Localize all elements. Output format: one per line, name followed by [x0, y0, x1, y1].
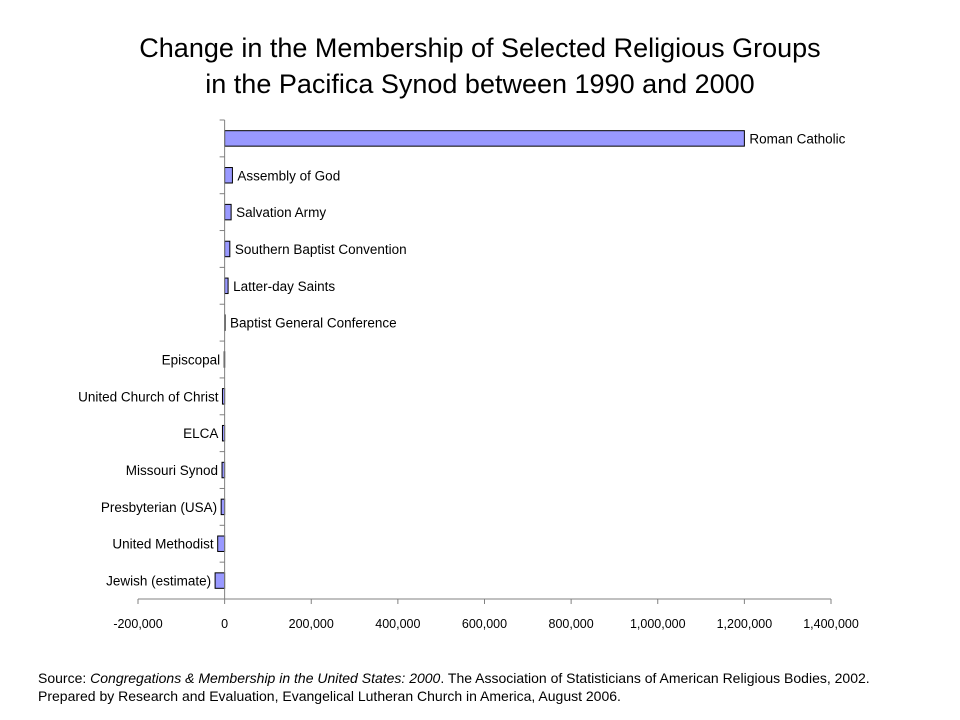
chart-title-line-2: in the Pacifica Synod between 1990 and 2… [205, 69, 755, 99]
bar [224, 203, 232, 221]
bar-label: United Church of Christ [78, 389, 219, 404]
source-prefix: Source: [38, 670, 91, 686]
bar [214, 572, 226, 589]
x-tick-label: 1,400,000 [803, 617, 859, 631]
x-tick-label: 200,000 [289, 617, 334, 631]
x-tick-label: 1,200,000 [717, 617, 773, 631]
source-title: Congregations & Membership in the United… [90, 670, 441, 686]
bar [220, 498, 226, 516]
bar [224, 277, 229, 295]
bar-label: Baptist General Conference [230, 316, 397, 331]
bar [224, 130, 745, 147]
bar-label: Roman Catholic [749, 131, 845, 146]
x-tick-label: 800,000 [549, 617, 594, 631]
chart-title: Change in the Membership of Selected Rel… [0, 30, 960, 102]
bar-chart: Roman Catholic Assembly of God Salvation A… [78, 119, 859, 631]
x-tick-label: 0 [221, 617, 228, 631]
bar [224, 240, 231, 258]
source-note: Source: Congregations & Membership in th… [38, 669, 918, 705]
source-rest: . The Association of Statisticians of Am… [38, 670, 870, 704]
chart-title-line-1: Change in the Membership of Selected Rel… [139, 33, 821, 63]
x-tick-label: -200,000 [113, 617, 162, 631]
bar-label: ELCA [183, 426, 218, 441]
bar-label: Presbyterian (USA) [101, 500, 217, 515]
x-tick-label: 600,000 [462, 617, 507, 631]
bar-label: Episcopal [162, 353, 221, 368]
bar-label: Missouri Synod [126, 463, 218, 478]
bar [217, 535, 226, 552]
bar-label: Salvation Army [236, 205, 326, 220]
bar-label: Jewish (estimate) [106, 574, 211, 589]
bar-label: Assembly of God [237, 168, 340, 183]
x-tick-label: 400,000 [375, 617, 420, 631]
x-tick-label: 1,000,000 [630, 617, 686, 631]
bar-label: Latter-day Saints [233, 279, 335, 294]
bar-label: United Methodist [112, 537, 214, 552]
bar-label: Southern Baptist Convention [235, 242, 407, 257]
bar [224, 167, 233, 184]
